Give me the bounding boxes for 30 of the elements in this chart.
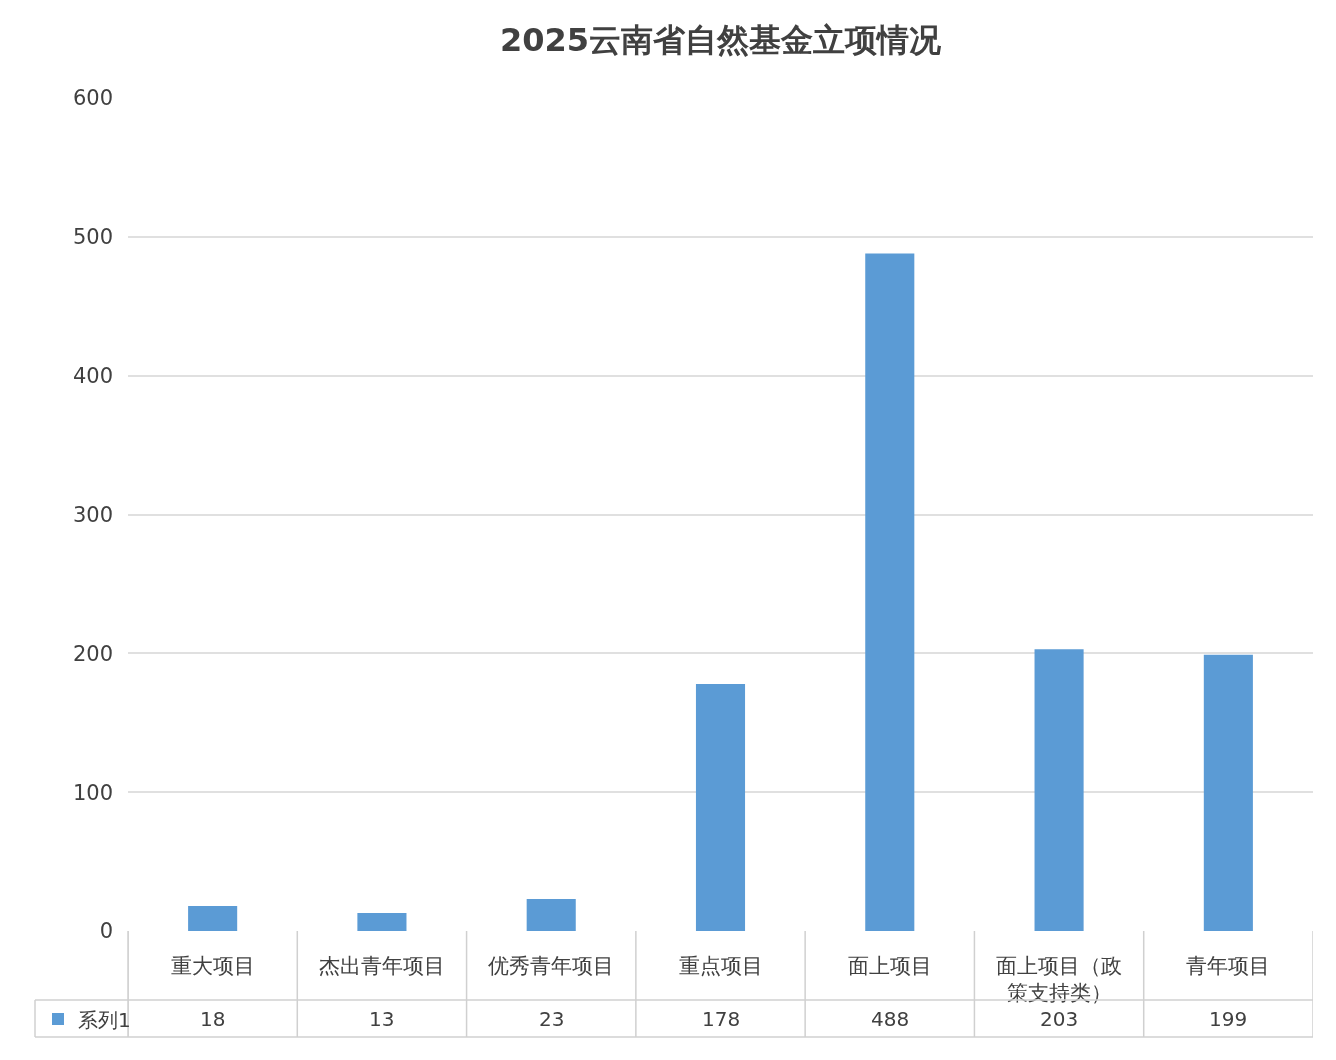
bar [1034,649,1084,931]
bar [526,899,576,931]
x-tick-label: 重点项目 [678,954,763,978]
x-tick-label: 优秀青年项目 [488,954,615,978]
y-tick-label: 200 [72,641,113,666]
data-label: 203 [1040,1007,1079,1031]
y-tick-label: 0 [99,919,113,944]
y-tick-label: 300 [72,502,113,527]
chart-title: 2025云南省自然基金立项情况 [499,21,943,60]
bar [188,906,238,931]
y-tick-label: 500 [72,225,113,250]
data-label: 488 [871,1007,910,1031]
x-tick-label: 重大项目 [170,954,255,978]
bar [1203,654,1253,931]
bar [695,683,746,931]
x-tick-label: 青年项目 [1186,954,1271,978]
y-tick-label: 600 [72,86,113,111]
data-label: 199 [1209,1007,1248,1031]
x-tick-label: 面上项目（政策支持类） [996,954,1123,1006]
bar [357,912,407,931]
bar [865,253,915,931]
legend-label: 系列1 [78,1007,131,1032]
y-tick-label: 400 [72,364,113,389]
data-label: 23 [539,1007,565,1031]
x-tick-label: 面上项目 [847,954,932,978]
data-label: 13 [369,1007,395,1031]
y-tick-label: 100 [72,780,113,805]
data-label: 178 [702,1007,741,1031]
x-tick-label: 杰出青年项目 [318,954,445,978]
data-label: 18 [200,1007,226,1031]
